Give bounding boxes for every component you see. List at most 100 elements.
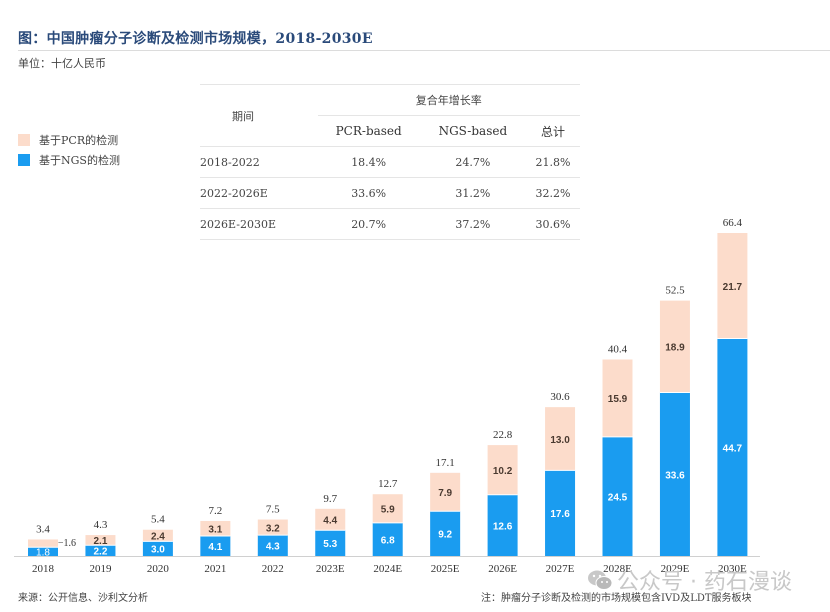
unit-label: 单位：十亿人民币 <box>18 57 106 70</box>
legend: 基于PCR的检测 基于NGS的检测 <box>18 130 120 170</box>
column-header-ngs: NGS-based <box>438 124 508 138</box>
data-label-pcr: 2.4 <box>151 532 165 543</box>
x-tick-label: 2022 <box>262 563 284 575</box>
legend-item-ngs: 基于NGS的检测 <box>18 150 120 170</box>
ngs-cagr-cell: 31.2% <box>419 177 526 209</box>
bars-group <box>28 233 748 556</box>
bar-pcr <box>28 539 58 548</box>
data-label-total: 52.5 <box>665 285 685 297</box>
data-label-pcr: 15.9 <box>608 394 628 405</box>
data-label-pcr: 3.2 <box>266 523 280 534</box>
bar-pcr <box>257 519 288 536</box>
bar-pcr <box>545 407 576 471</box>
data-label-pcr: 3.1 <box>208 525 222 536</box>
data-label-pcr: 13.0 <box>550 435 570 446</box>
bar-ngs <box>315 530 346 556</box>
bar-pcr <box>315 508 346 531</box>
data-label-total: 5.4 <box>151 514 165 526</box>
total-cagr-cell: 32.2% <box>525 177 580 209</box>
x-tick-label: 2023E <box>316 563 345 575</box>
data-label-pcr: 4.4 <box>323 516 337 527</box>
legend-label-ngs: 基于NGS的检测 <box>39 154 120 167</box>
cagr-table: 期间 复合年增长率 PCR-based NGS-based 总计 2018-20… <box>200 84 580 240</box>
footnote: 注：肿瘤分子诊断及检测的市场规模包含IVD及LDT服务板块 <box>481 593 752 604</box>
x-tick-label: 2030E <box>718 563 747 575</box>
watermark-text: 公众号 · 药石漫谈 <box>617 570 792 595</box>
data-label-ngs: 3.0 <box>151 545 165 556</box>
data-label-total: 12.7 <box>378 478 398 490</box>
column-header-pcr: PCR-based <box>335 124 402 138</box>
x-tick-label: 2021 <box>204 563 226 575</box>
data-label-ngs: 12.6 <box>493 521 513 532</box>
x-tick-label: 2028E <box>603 563 632 575</box>
cagr-group-header: 复合年增长率 <box>317 84 580 116</box>
data-label-ngs: 5.3 <box>323 539 337 550</box>
bar-ngs <box>602 436 633 556</box>
data-label-ngs: 17.6 <box>550 509 570 520</box>
data-label-pcr: 2.1 <box>93 536 107 547</box>
watermark: 公众号 · 药石漫谈 <box>587 564 792 596</box>
bar-pcr <box>85 535 116 546</box>
bar-pcr <box>430 472 461 512</box>
table-row: 2018-2022 18.4% 24.7% 21.8% <box>200 146 580 178</box>
bar-pcr <box>200 520 231 537</box>
pcr-cagr-cell: 20.7% <box>317 208 420 240</box>
data-label-total: 40.4 <box>608 343 628 355</box>
data-label-pcr: 10.2 <box>493 466 513 477</box>
x-tick-label: 2018 <box>32 563 55 575</box>
bar-ngs <box>372 522 403 556</box>
x-tick-label: 2020 <box>147 563 170 575</box>
table-row: 2022-2026E 33.6% 31.2% 32.2% <box>200 177 580 209</box>
legend-swatch-pcr <box>18 134 30 146</box>
bar-ngs <box>28 547 58 556</box>
period-cell: 2018-2022 <box>200 146 318 178</box>
legend-label-pcr: 基于PCR的检测 <box>39 134 119 147</box>
bar-pcr <box>659 300 690 393</box>
bar-pcr <box>487 445 518 495</box>
x-tick-label: 2029E <box>661 563 690 575</box>
ngs-cagr-cell: 37.2% <box>419 208 526 240</box>
data-label-total: 66.4 <box>723 217 743 229</box>
bar-pcr <box>142 529 173 542</box>
period-cell: 2022-2026E <box>200 177 318 209</box>
bar-ngs <box>717 338 748 556</box>
pcr-cagr-cell: 18.4% <box>317 146 420 178</box>
bar-pcr <box>602 359 633 437</box>
data-label-ngs: 44.7 <box>723 443 743 454</box>
data-label-pcr: 18.9 <box>665 343 685 354</box>
x-tick-label: 2024E <box>373 563 402 575</box>
bar-pcr <box>372 494 403 523</box>
total-cagr-cell: 30.6% <box>525 208 580 240</box>
bar-ngs <box>659 392 690 556</box>
bar-ngs <box>200 536 231 556</box>
bar-ngs <box>545 470 576 556</box>
data-label-ngs: 24.5 <box>608 492 628 503</box>
x-tick-label: 2026E <box>488 563 517 575</box>
table-row: 2026E-2030E 20.7% 37.2% 30.6% <box>200 208 580 240</box>
data-label-ngs: 6.8 <box>381 535 395 546</box>
data-label-total: 4.3 <box>94 519 108 531</box>
data-label-pcr: −1.6 <box>58 538 76 549</box>
pcr-cagr-cell: 33.6% <box>317 177 420 209</box>
column-header-total: 总计 <box>540 124 565 139</box>
data-label-total: 7.5 <box>266 504 280 516</box>
bar-ngs <box>487 494 518 556</box>
x-tick-label: 2027E <box>546 563 575 575</box>
bar-pcr <box>717 233 748 339</box>
title-divider <box>18 50 830 51</box>
data-label-ngs: 2.2 <box>93 547 107 558</box>
data-label-total: 7.2 <box>208 505 222 517</box>
x-tick-label: 2025E <box>431 563 460 575</box>
data-label-pcr: 21.7 <box>723 282 743 293</box>
labels-group: 1.8 −1.6 3.4 2018 2.22.1 4.3 2019 3.0 2.4 5.4 2020… <box>32 217 747 575</box>
data-label-pcr: 5.9 <box>381 505 395 516</box>
data-label-total: 30.6 <box>550 391 570 403</box>
period-cell: 2026E-2030E <box>200 208 318 240</box>
data-label-ngs: 1.8 <box>36 548 50 559</box>
total-cagr-cell: 21.8% <box>525 146 580 178</box>
legend-item-pcr: 基于PCR的检测 <box>18 130 120 150</box>
source-note: 来源：公开信息、沙利文分析 <box>18 593 148 604</box>
data-label-total: 9.7 <box>323 493 337 505</box>
data-label-ngs: 9.2 <box>438 530 452 541</box>
